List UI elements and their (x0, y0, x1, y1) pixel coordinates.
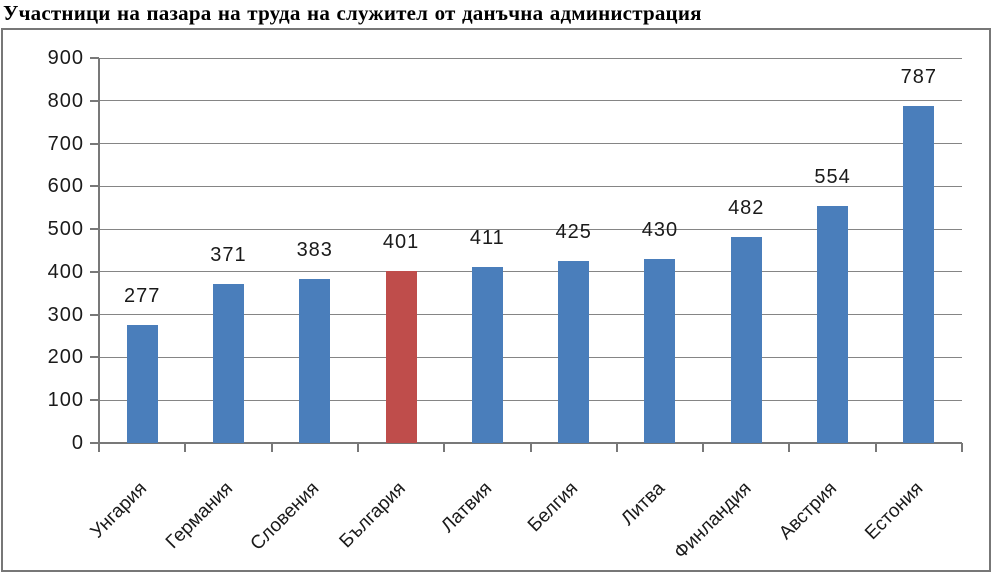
bar (299, 279, 331, 443)
y-axis-label: 200 (47, 346, 84, 369)
x-axis-tick (961, 443, 963, 452)
y-axis-label: 500 (47, 218, 84, 241)
bar (558, 261, 590, 443)
gridline (99, 143, 962, 145)
x-axis-tick (98, 443, 100, 452)
bar (903, 106, 935, 443)
bar-value-label: 371 (210, 244, 247, 267)
bar (126, 324, 158, 443)
y-axis-line (98, 58, 100, 443)
y-axis-tick (90, 442, 99, 444)
bar-value-label: 383 (296, 239, 333, 262)
y-axis-label: 800 (47, 89, 84, 112)
bar-highlighted (385, 271, 417, 443)
y-axis-label: 300 (47, 303, 84, 326)
x-axis-tick (874, 443, 877, 452)
x-axis-tick (270, 443, 273, 452)
gridline (99, 100, 962, 102)
gridline (99, 399, 962, 401)
bar (730, 236, 762, 443)
x-axis-tick (529, 443, 532, 452)
gridline (99, 57, 962, 59)
bar-value-label: 787 (900, 66, 938, 89)
gridline (99, 271, 962, 273)
y-axis-label: 600 (47, 175, 84, 198)
y-axis-tick (90, 228, 99, 231)
y-axis-tick (90, 142, 99, 145)
x-axis-tick (788, 443, 791, 452)
chart-title: Участници на пазара на труда на служител… (3, 1, 702, 25)
y-axis-label: 100 (47, 389, 84, 412)
bar-value-label: 430 (641, 219, 679, 242)
bar-value-label: 277 (123, 284, 161, 307)
bar (644, 259, 676, 443)
bar (817, 206, 849, 443)
gridline (99, 314, 962, 316)
gridline (99, 356, 962, 358)
y-axis-tick (90, 185, 99, 188)
y-axis-tick (90, 399, 99, 402)
y-axis-label: 400 (47, 260, 84, 283)
y-axis-tick (90, 356, 99, 359)
bar (471, 267, 503, 443)
gridline (99, 228, 962, 230)
x-axis-tick (184, 443, 187, 452)
bar (212, 284, 244, 443)
gridline (99, 185, 962, 187)
y-axis-tick (90, 313, 99, 316)
bar-value-label: 482 (728, 196, 765, 219)
y-axis-label: 700 (47, 132, 84, 155)
x-axis-tick (615, 443, 618, 452)
x-axis-tick (443, 443, 446, 452)
bar-value-label: 554 (814, 166, 851, 188)
bar-value-label: 401 (382, 231, 420, 254)
bar-value-label: 411 (469, 227, 505, 250)
y-axis-label: 900 (47, 47, 84, 69)
y-axis-tick (90, 57, 99, 59)
y-axis-tick (90, 99, 99, 102)
y-axis-label: 0 (71, 432, 84, 454)
x-axis-tick (702, 443, 705, 452)
x-axis-tick (356, 443, 359, 452)
bar-value-label: 425 (555, 221, 592, 244)
y-axis-tick (90, 270, 99, 273)
